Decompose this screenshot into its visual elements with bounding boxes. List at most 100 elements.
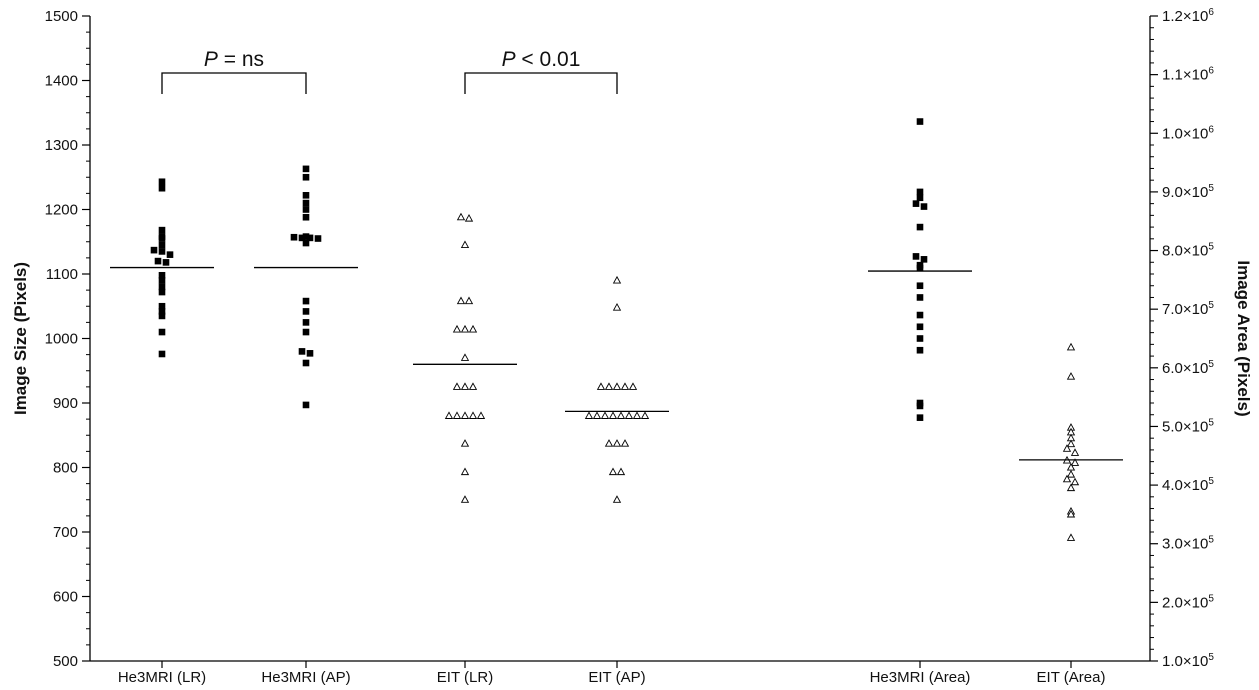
data-point-square xyxy=(158,288,166,296)
data-point-square xyxy=(302,165,310,173)
data-point-square xyxy=(158,271,166,279)
data-point-triangle xyxy=(460,240,470,249)
data-point-square xyxy=(158,312,166,320)
data-point-triangle xyxy=(468,411,478,419)
data-point-square xyxy=(916,414,924,421)
x-category-label: EIT (Area) xyxy=(1037,669,1106,686)
x-category-label: He3MRI (Area) xyxy=(870,669,971,686)
data-point-square xyxy=(916,311,924,319)
data-point-triangle xyxy=(640,411,650,419)
significance-annotations: P = ns P < 0.01 xyxy=(161,48,618,94)
right-tick-label: 4.0×105 xyxy=(1162,476,1214,494)
data-point-square xyxy=(916,323,924,331)
data-point-triangle xyxy=(1062,474,1072,483)
data-point-square xyxy=(158,184,166,192)
x-category-label: He3MRI (AP) xyxy=(261,669,350,686)
right-axis: 1.0×105 2.0×105 3.0×105 4.0×105 5.0×105 6.0×1… xyxy=(1149,7,1214,670)
data-point-triangle xyxy=(1070,477,1080,486)
data-point-square xyxy=(150,246,158,254)
data-point-square xyxy=(916,294,924,301)
left-tick-label: 900 xyxy=(53,395,78,412)
data-point-triangle xyxy=(460,411,470,419)
data-point-square xyxy=(158,302,166,310)
data-point-triangle xyxy=(464,213,474,222)
data-point-square xyxy=(916,118,924,125)
data-point-triangle xyxy=(1066,509,1076,518)
right-tick-label: 1.0×105 xyxy=(1162,652,1214,670)
data-point-triangle xyxy=(1066,342,1076,351)
data-point-square xyxy=(916,223,924,231)
right-tick-label: 3.0×105 xyxy=(1162,535,1214,553)
data-point-square xyxy=(158,248,166,255)
data-point-triangle xyxy=(612,495,622,503)
right-tick-label: 1.0×106 xyxy=(1162,124,1214,142)
data-point-triangle xyxy=(468,324,478,333)
data-point-triangle xyxy=(584,411,594,419)
data-point-triangle xyxy=(460,467,470,476)
data-point-triangle xyxy=(460,495,470,503)
left-tick-label: 1000 xyxy=(45,331,78,348)
data-point-square xyxy=(302,192,310,199)
data-point-square xyxy=(916,346,924,354)
data-point-square xyxy=(166,251,174,258)
left-tick-label: 1200 xyxy=(45,202,78,219)
significance-label: P = ns xyxy=(204,48,264,71)
left-tick-label: 500 xyxy=(53,653,78,670)
data-point-square xyxy=(916,194,924,202)
left-axis: 500 600 700 800 900 1000 1100 1200 1300 1400 1500 xyxy=(45,8,91,670)
data-point-square xyxy=(302,199,310,207)
data-point-square xyxy=(158,328,166,336)
data-point-triangle xyxy=(444,411,454,419)
data-point-square xyxy=(302,297,310,305)
data-point-square xyxy=(302,213,310,221)
data-point-triangle xyxy=(620,382,630,390)
data-point-triangle xyxy=(452,382,462,390)
significance-bracket xyxy=(464,72,618,94)
data-point-square xyxy=(158,226,166,234)
right-tick-label: 8.0×105 xyxy=(1162,242,1214,260)
data-point-square xyxy=(306,234,314,242)
data-point-triangle xyxy=(592,411,602,419)
significance-bracket xyxy=(161,72,307,94)
x-axis: He3MRI (LR) He3MRI (AP) EIT (LR) EIT (AP) He… xyxy=(90,660,1150,686)
x-category-label: He3MRI (LR) xyxy=(118,669,206,686)
data-point-triangle xyxy=(596,382,606,390)
data-point-triangle xyxy=(468,382,478,390)
data-point-square xyxy=(916,282,924,290)
data-point-square xyxy=(920,256,928,263)
data-point-triangle xyxy=(612,382,622,390)
data-point-triangle xyxy=(616,467,626,476)
data-point-square xyxy=(302,206,310,213)
data-point-triangle xyxy=(460,353,470,361)
data-point-square xyxy=(302,173,310,181)
data-point-square xyxy=(162,259,170,266)
data-point-triangle xyxy=(632,411,642,419)
data-point-triangle xyxy=(616,411,626,419)
data-point-square xyxy=(912,200,920,207)
data-point-square xyxy=(298,234,306,242)
data-point-square xyxy=(306,350,314,357)
data-point-triangle xyxy=(604,382,614,390)
data-point-triangle xyxy=(456,212,466,221)
data-point-square xyxy=(314,235,322,242)
right-tick-label: 6.0×105 xyxy=(1162,359,1214,377)
data-point-triangle xyxy=(608,411,618,419)
significance-label: P < 0.01 xyxy=(502,48,581,71)
data-point-triangle xyxy=(628,382,638,390)
data-point-square xyxy=(158,277,166,284)
data-point-triangle xyxy=(1066,470,1076,478)
right-tick-label: 1.2×106 xyxy=(1162,7,1214,25)
right-tick-label: 1.1×106 xyxy=(1162,66,1214,84)
right-tick-label: 2.0×105 xyxy=(1162,593,1214,611)
data-point-square xyxy=(158,308,166,315)
data-point-square xyxy=(302,233,310,240)
data-point-triangle xyxy=(612,439,622,447)
data-point-triangle xyxy=(600,411,610,419)
data-point-square xyxy=(302,328,310,336)
data-point-square xyxy=(158,178,166,186)
data-point-triangle xyxy=(452,324,462,333)
data-point-square xyxy=(158,350,166,358)
data-point-square xyxy=(158,235,166,242)
data-point-triangle xyxy=(1066,439,1076,448)
